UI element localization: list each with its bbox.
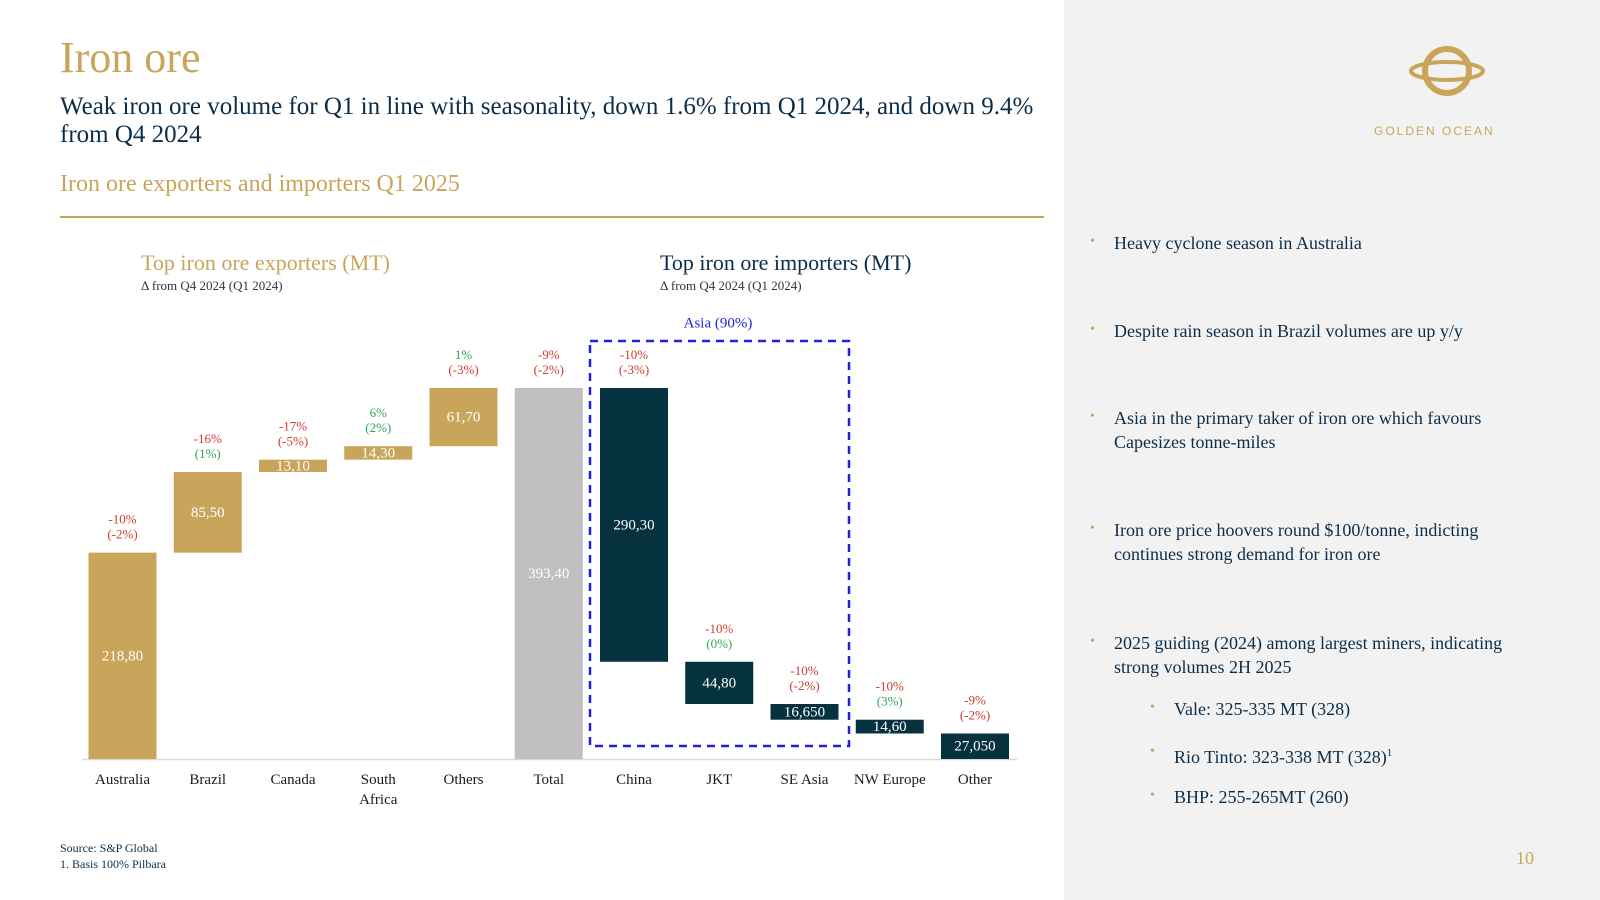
sub-bullet-text: Vale: 325-335 MT (328) [1174,697,1534,721]
change-label: (1%) [195,446,221,461]
x-tick-label: Australia [95,772,150,788]
change-label: 1% [455,347,473,362]
x-tick-label: Canada [270,772,316,788]
annotation: Asia (90%) [684,315,753,331]
slide-title: Iron ore [60,33,201,82]
bar [941,733,1009,759]
bar [770,704,839,720]
side-panel [1064,0,1600,900]
bullet-dot: • [1150,744,1155,759]
footnote: 1. Basis 100% Pilbara [60,857,166,871]
panel-title: Top iron ore importers (MT) [660,250,912,275]
sub-bullet-label: Vale: 325-335 MT (328) [1174,699,1351,719]
change-label: -10% [108,512,136,527]
bar [259,459,327,473]
bullet-text: 2025 guiding (2024) among largest miners… [1114,633,1503,677]
footnote: Source: S&P Global [60,841,158,855]
change-label: -10% [620,347,648,362]
change-label: (-2%) [534,362,564,377]
bullet-text: Asia in the primary taker of iron ore wh… [1114,408,1482,452]
bullet-text: Despite rain season in Brazil volumes ar… [1114,321,1463,341]
logo-icon [1409,46,1485,96]
change-label: (-2%) [960,707,990,722]
change-label: (-2%) [789,678,819,693]
bar [685,661,754,705]
x-tick-label: South Africa [359,772,398,808]
change-label: -10% [705,621,733,636]
sub-bullet-text: BHP: 255-265MT (260) [1174,785,1534,809]
bar [344,446,413,460]
value-label: 44,80 [702,675,736,691]
change-label: -17% [279,419,307,434]
value-label: 218,80 [102,648,143,664]
divider [60,216,1044,218]
bullet-text: Iron ore price hoovers round $100/tonne,… [1114,520,1479,564]
x-tick-label: Total [533,772,565,788]
bullet-dot: • [1090,634,1095,649]
panel-title: Top iron ore exporters (MT) [141,250,390,275]
bar [855,719,924,734]
chart: Asia (90%) 218,80-10%(-2%)85,50-16%(1%)1… [82,315,1017,761]
bar [173,472,242,553]
bullet-dot: • [1090,521,1095,536]
asia-box [588,339,851,748]
value-label: 61,70 [447,410,481,426]
logo-text: GOLDEN OCEAN [1374,124,1495,138]
value-label: 16,650 [784,704,825,720]
bullet-dot: • [1150,788,1155,803]
bullet-dot: • [1150,700,1155,715]
bullet-dot: • [1090,409,1095,424]
change-label: (-2%) [107,527,137,542]
superscript: 1 [1386,747,1393,759]
x-tick-label: JKT [706,772,733,788]
bullet-text: Heavy cyclone season in Australia [1114,233,1362,253]
panel-subtitle: Δ from Q4 2024 (Q1 2024) [660,278,802,293]
x-tick-label: China [616,772,652,788]
value-label: 13,10 [276,458,310,474]
value-label: 14,60 [873,719,907,735]
change-label: (2%) [365,420,391,435]
change-label: -9% [964,692,986,707]
value-label: 14,30 [361,445,395,461]
change-label: (-5%) [278,434,308,449]
panel-subtitle: Δ from Q4 2024 (Q1 2024) [141,278,283,293]
x-tick-label: NW Europe [853,772,926,788]
x-tick-label: SE Asia [780,772,829,788]
value-label: 85,50 [191,505,225,521]
sub-bullet-text: Rio Tinto: 323-338 MT (328)1 [1174,741,1534,769]
page-number: 10 [1516,848,1534,868]
change-label: (0%) [706,636,732,651]
x-tick-label: Others [443,772,484,788]
bar [88,552,157,759]
change-label: (-3%) [448,362,478,377]
bar [514,388,583,759]
change-label: -10% [790,663,818,678]
section-title: Iron ore exporters and importers Q1 2025 [60,171,460,197]
value-label: 290,30 [613,517,654,533]
change-label: -10% [876,679,904,694]
x-tick-label: Other [957,772,993,788]
bar [429,388,498,447]
sub-bullet-label: BHP: 255-265MT (260) [1174,787,1349,807]
change-label: -16% [194,431,222,446]
value-label: 393,40 [528,566,569,582]
x-tick-label: Brazil [189,772,227,788]
change-label: (3%) [877,694,903,709]
bullet-dot: • [1090,322,1095,337]
change-label: 6% [370,405,388,420]
bullet-dot: • [1090,234,1095,249]
value-label: 27,050 [954,739,995,755]
change-label: -9% [538,347,560,362]
change-label: (-3%) [619,362,649,377]
slide-subtitle: Weak iron ore volume for Q1 in line with… [60,93,1034,148]
bar [600,388,668,662]
sub-bullet-label: Rio Tinto: 323-338 MT (328) [1174,747,1387,767]
